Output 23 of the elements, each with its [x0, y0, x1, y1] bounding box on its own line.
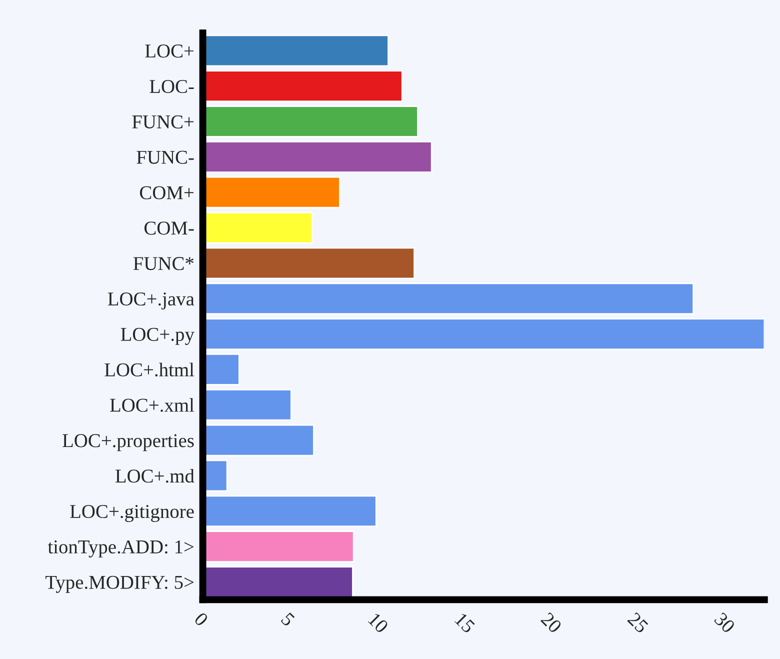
y-tick-label: LOC+.md — [115, 468, 194, 483]
y-tick-label: FUNC- — [136, 150, 194, 164]
y-tick-label: LOC+.py — [120, 328, 194, 345]
x-tick-label: 10 — [368, 612, 389, 634]
y-tick-label: LOC+.java — [108, 292, 194, 310]
y-tick-label: LOC+.xml — [110, 398, 194, 412]
x-tick-label: 0 — [194, 612, 209, 627]
y-tick-label: COM+ — [140, 186, 194, 200]
y-tick-label: COM- — [144, 222, 194, 235]
y-tick-label: LOC+.properties — [62, 434, 194, 452]
x-tick-label: 20 — [540, 612, 562, 634]
y-tick-label: Type.MODIFY: 5> — [45, 576, 194, 593]
y-tick-label: LOC- — [150, 80, 194, 94]
x-tick-label: 30 — [714, 612, 736, 634]
y-tick-label: tionType.ADD: 1> — [48, 540, 194, 558]
x-tick-label: 15 — [454, 612, 476, 634]
y-tick-label: LOC+ — [145, 44, 194, 58]
y-tick-label: FUNC* — [133, 257, 194, 270]
y-tick-label: LOC+.html — [104, 362, 194, 376]
y-tick-label: LOC+.gitignore — [70, 504, 194, 522]
x-tick-label: 25 — [627, 612, 649, 634]
y-tick-label: FUNC+ — [132, 115, 194, 128]
x-tick-label: 5 — [280, 612, 296, 627]
